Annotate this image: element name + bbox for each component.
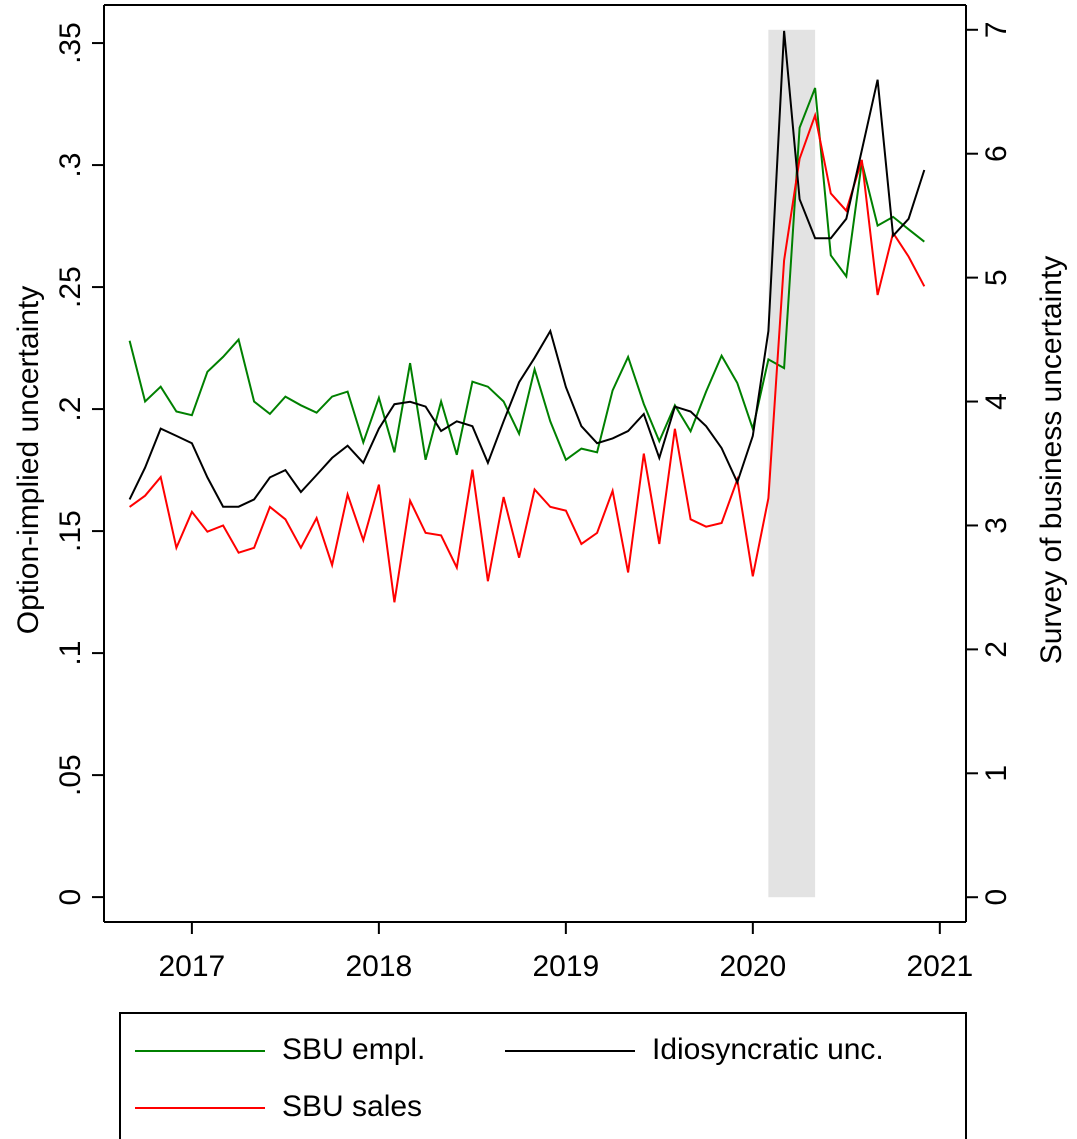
shaded-period [768,29,816,898]
y2-tick-label: 6 [980,145,1013,162]
y-tick-label: .2 [54,397,87,422]
y2-tick-label: 5 [980,269,1013,286]
y2-tick-label: 7 [980,21,1013,38]
y2-tick-label: 3 [980,517,1013,534]
legend-label: Idiosyncratic unc. [652,1033,884,1066]
y-tick-label: .1 [54,641,87,666]
y-tick-label: .05 [54,754,87,796]
x-tick-label: 2021 [906,950,973,983]
y-tick-label: .3 [54,153,87,178]
legend-label: SBU empl. [282,1033,425,1066]
y2-tick-label: 1 [980,765,1013,782]
y2-tick-label: 0 [980,889,1013,906]
x-tick-label: 2019 [532,950,599,983]
y2-tick-label: 4 [980,393,1013,410]
y-tick-label: .35 [54,22,87,64]
series-line [128,87,925,462]
y-tick-label: .15 [54,510,87,552]
x-tick-label: 2020 [719,950,786,983]
series-line [129,111,926,603]
y2-axis-title: Survey of business uncertainty [1035,256,1068,665]
y-tick-label: .25 [54,266,87,308]
legend-box [119,1012,967,1139]
series-line [128,30,926,508]
x-tick-label: 2017 [159,950,226,983]
legend-label: SBU sales [282,1090,422,1123]
y-tick-label: 0 [54,889,87,906]
y-axis-title: Option-implied uncertainty [12,286,45,635]
x-tick-label: 2018 [345,950,412,983]
y2-tick-label: 2 [980,641,1013,658]
